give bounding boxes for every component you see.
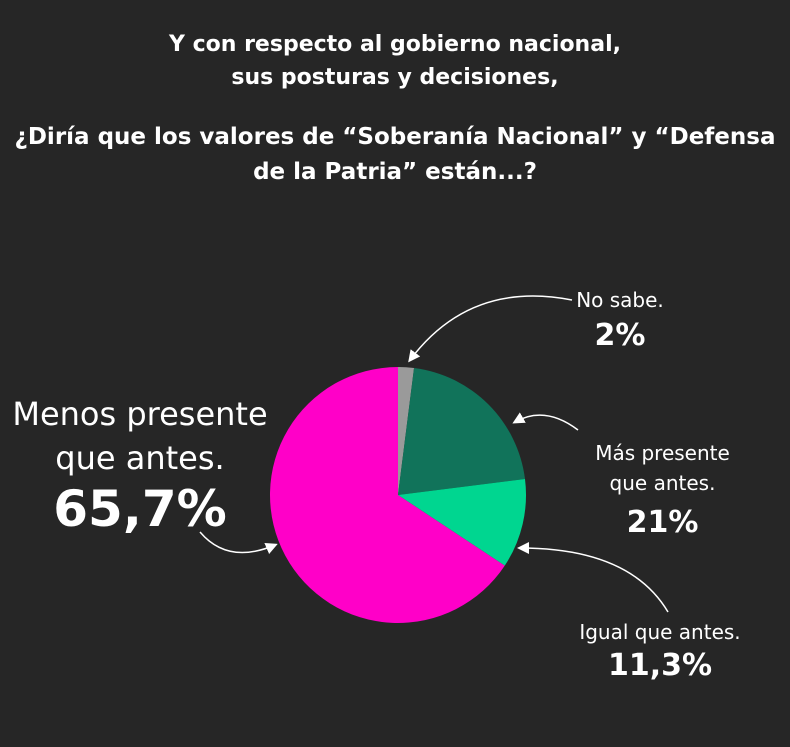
pie-slice — [398, 478, 526, 566]
chart-subtitle: ¿Diría que los valores de “Soberanía Nac… — [14, 124, 776, 185]
slice-label: Más presente que antes. — [595, 441, 730, 495]
pie-slice — [398, 367, 415, 495]
slice-label: Menos presente que antes. — [12, 395, 268, 477]
arrow — [199, 531, 278, 555]
value-label: 21% — [626, 505, 699, 540]
value-label: 65,7% — [53, 480, 227, 538]
pie-slice — [270, 367, 505, 623]
arrow — [517, 542, 669, 613]
value-label: 11,3% — [607, 648, 713, 683]
arrows — [199, 295, 669, 613]
value-label: 2% — [594, 318, 646, 353]
pie-slice — [398, 368, 525, 495]
chart-title: Y con respecto al gobierno nacional, sus… — [169, 32, 621, 90]
arrow — [408, 295, 573, 363]
arrow — [512, 412, 579, 431]
slice-label: Igual que antes. — [579, 620, 741, 644]
slice-label: No sabe. — [576, 288, 664, 312]
